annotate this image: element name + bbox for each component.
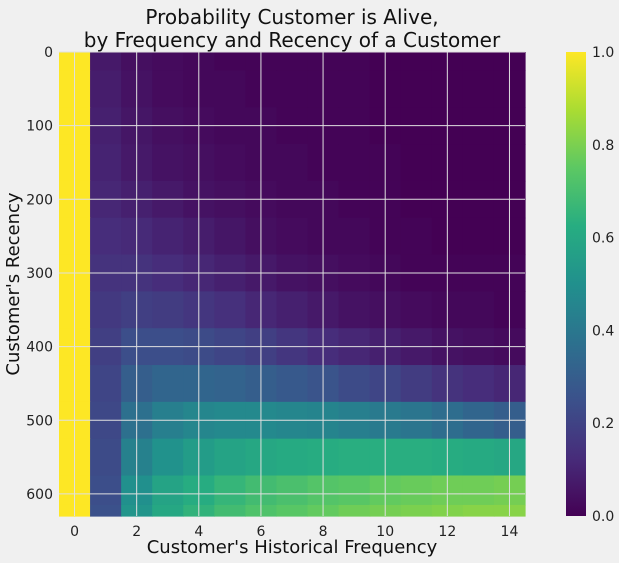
x-tick-label: 0 — [70, 524, 79, 540]
colorbar-tick-label: 0.0 — [592, 509, 614, 525]
heatmap-cell — [90, 217, 122, 256]
heatmap-cell — [462, 144, 495, 182]
heatmap-cell — [338, 475, 371, 506]
heatmap-cell — [400, 52, 433, 72]
heatmap-cell — [276, 365, 309, 403]
heatmap-cell — [90, 438, 122, 477]
heatmap-cell — [462, 52, 495, 72]
heatmap-cell — [90, 70, 122, 108]
x-tick-label: 14 — [501, 524, 519, 540]
heatmap-cell — [152, 504, 184, 517]
heatmap-cell — [214, 365, 246, 403]
heatmap-cell — [276, 70, 309, 108]
heatmap-cell — [152, 70, 184, 108]
heatmap-cell — [90, 144, 122, 182]
heatmap-cells — [59, 52, 526, 517]
colorbar-ticks: 0.0 0.2 0.4 0.6 0.8 1.0 — [592, 45, 614, 525]
y-tick-label: 0 — [44, 45, 53, 61]
heatmap-cell — [462, 475, 495, 506]
x-tick-label: 6 — [256, 524, 265, 540]
heatmap-cell — [214, 217, 246, 256]
heatmap-cell — [338, 52, 371, 72]
y-axis-label: Customer's Recency — [3, 192, 24, 376]
heatmap-cell — [214, 144, 246, 182]
y-tick-label: 200 — [26, 192, 53, 208]
heatmap-cell — [400, 217, 433, 256]
heatmap-cell — [338, 144, 371, 182]
heatmap-cell — [152, 144, 184, 182]
colorbar-tick-label: 0.4 — [592, 323, 614, 339]
y-tick-label: 300 — [26, 266, 53, 282]
heatmap-cell — [90, 52, 122, 72]
y-tick-label: 100 — [26, 119, 53, 135]
heatmap-cell — [462, 291, 495, 329]
heatmap-cell — [400, 144, 433, 182]
heatmap-cell — [338, 70, 371, 108]
grid-lines — [59, 51, 525, 516]
colorbar-tick-label: 0.6 — [592, 231, 614, 247]
heatmap-cell — [152, 217, 184, 256]
heatmap-cell — [338, 365, 371, 403]
chart-title-line-2: by Frequency and Recency of a Customer — [84, 28, 501, 52]
heatmap-cell — [276, 52, 309, 72]
x-axis-ticks: 0 2 4 6 8 10 12 14 — [70, 524, 518, 540]
heatmap-cell — [462, 70, 495, 108]
heatmap-cell — [400, 365, 433, 403]
heatmap-cell — [462, 504, 495, 517]
heatmap-cell — [400, 70, 433, 108]
heatmap-cell — [400, 438, 433, 477]
y-axis-ticks: 0 100 200 300 400 500 600 — [26, 45, 53, 503]
colorbar-tick-label: 0.8 — [592, 138, 614, 154]
heatmap-cell — [276, 475, 309, 506]
heatmap-cell — [276, 217, 309, 256]
heatmap-cell — [276, 144, 309, 182]
heatmap-cell — [90, 475, 122, 506]
x-axis-label: Customer's Historical Frequency — [147, 537, 438, 558]
y-tick-label: 400 — [26, 340, 53, 356]
x-tick-label: 4 — [194, 524, 203, 540]
heatmap-cell — [276, 291, 309, 329]
heatmap-cell — [462, 365, 495, 403]
y-tick-label: 500 — [26, 413, 53, 429]
x-tick-label: 10 — [376, 524, 394, 540]
heatmap-cell — [152, 52, 184, 72]
y-tick-label: 600 — [26, 487, 53, 503]
heatmap-cell — [400, 504, 433, 517]
heatmap-cell — [214, 291, 246, 329]
heatmap-cell — [152, 291, 184, 329]
heatmap-cell — [90, 365, 122, 403]
heatmap-cell — [462, 217, 495, 256]
heatmap-cell — [90, 291, 122, 329]
colorbar-tick-label: 1.0 — [592, 45, 614, 61]
x-tick-label: 2 — [132, 524, 141, 540]
heatmap-cell — [462, 438, 495, 477]
heatmap-cell — [214, 70, 246, 108]
colorbar — [566, 52, 586, 516]
heatmap-cell — [152, 365, 184, 403]
heatmap-cell — [276, 504, 309, 517]
heatmap-cell — [400, 475, 433, 506]
heatmap-cell — [276, 438, 309, 477]
heatmap-cell — [338, 504, 371, 517]
heatmap-cell — [90, 504, 122, 517]
heatmap-cell — [400, 291, 433, 329]
x-tick-label: 8 — [319, 524, 328, 540]
heatmap-cell — [152, 438, 184, 477]
colorbar-tick-label: 0.2 — [592, 416, 614, 432]
heatmap-cell — [338, 291, 371, 329]
heatmap-cell — [214, 504, 246, 517]
heatmap-cell — [214, 475, 246, 506]
heatmap-cell — [152, 475, 184, 506]
heatmap-cell — [214, 438, 246, 477]
heatmap-cell — [214, 52, 246, 72]
x-tick-label: 12 — [438, 524, 456, 540]
heatmap-cell — [338, 438, 371, 477]
chart-title-line-1: Probability Customer is Alive, — [145, 5, 438, 29]
heatmap-cell — [338, 217, 371, 256]
